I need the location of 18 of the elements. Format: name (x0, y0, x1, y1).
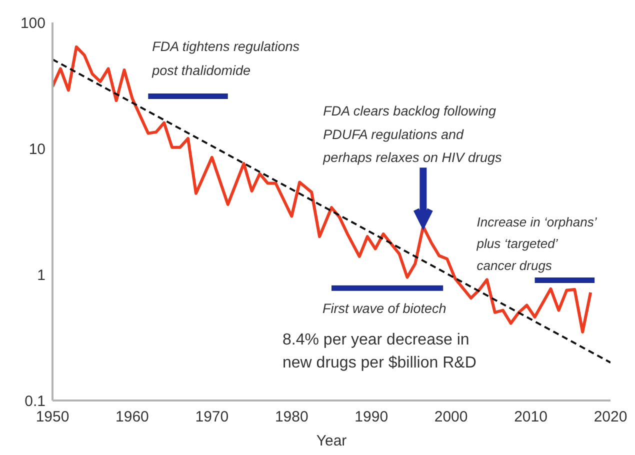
y-tick-label: 1 (37, 267, 46, 284)
y-tick-label: 100 (20, 15, 46, 32)
x-tick-label: 1970 (195, 408, 229, 426)
annotation: Increase in ‘orphans’ plus ‘targeted’ cancer drugs (476, 214, 598, 273)
x-tick-label: 1990 (354, 408, 388, 426)
x-axis-title: Year (316, 432, 347, 450)
y-tick-label: 0.1 (24, 393, 46, 410)
annotation: 8.4% per year decrease in new drugs per $billion R&D (282, 332, 476, 372)
annotation: FDA clears backlog following PDUFA regulations and perhaps relaxes on HIV drugs (322, 104, 502, 166)
x-tick-label: 1960 (116, 408, 149, 426)
x-tick-label: 1950 (36, 408, 70, 426)
x-tick-label: 2000 (434, 408, 468, 426)
annotation: First wave of biotech (322, 301, 446, 316)
x-tick-label: 2010 (514, 408, 548, 426)
x-tick-label: 2020 (594, 408, 628, 426)
x-tick-label: 1980 (274, 408, 308, 426)
annotation: FDA tightens regulations post thalidomide (151, 39, 300, 78)
y-tick-label: 10 (28, 141, 46, 158)
